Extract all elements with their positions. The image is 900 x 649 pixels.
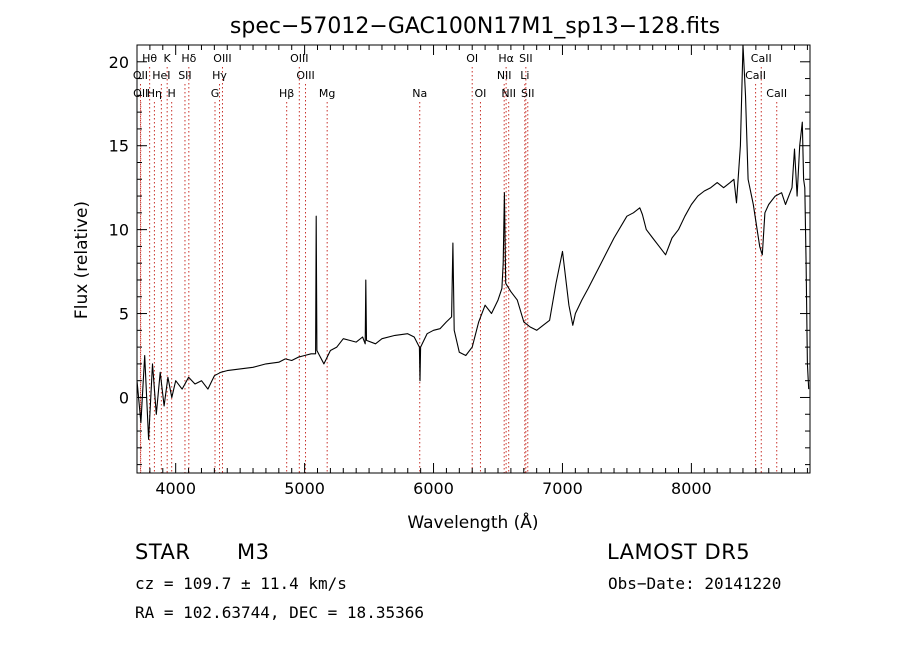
x-tick-label: 4000 [155, 479, 196, 498]
line-marker-label: G [211, 87, 220, 100]
line-marker-label: OII [133, 69, 148, 82]
survey-name: LAMOST DR5 [607, 540, 751, 564]
line-marker-label: HeI [152, 69, 170, 82]
line-marker-label: OIII [213, 52, 231, 65]
line-marker-label: CaII [745, 69, 766, 82]
x-tick-label: 6000 [413, 479, 454, 498]
line-marker-label: Li [520, 69, 529, 82]
y-axis-label: Flux (relative) [72, 201, 92, 319]
redshift-velocity: cz = 109.7 ± 11.4 km/s [135, 574, 347, 593]
line-marker-label: Hβ [279, 87, 294, 100]
line-marker-label: Hθ [142, 52, 157, 65]
object-subclass: M3 [237, 540, 270, 564]
line-marker-label: Na [412, 87, 427, 100]
spectrum-line [136, 44, 810, 440]
chart-title: spec−57012−GAC100N17M1_sp13−128.fits [230, 14, 720, 39]
spectrum-series [136, 44, 810, 440]
line-marker-label: OI [466, 52, 478, 65]
line-marker-label: Hη [147, 87, 162, 100]
x-tick-label: 5000 [284, 479, 325, 498]
y-tick-label: 10 [109, 221, 129, 240]
line-marker-label: Hγ [212, 69, 227, 82]
y-tick-label: 20 [109, 53, 129, 72]
object-class: STAR [135, 540, 191, 564]
line-marker-label: SII [519, 52, 532, 65]
y-tick-label: 15 [109, 137, 129, 156]
x-tick-label: 7000 [542, 479, 583, 498]
line-marker-label: OIII [290, 52, 308, 65]
line-marker-label: NII [501, 87, 516, 100]
line-marker-label: OIII [296, 69, 314, 82]
observation-date: Obs−Date: 20141220 [608, 574, 782, 593]
x-axis-label: Wavelength (Å) [407, 511, 538, 533]
line-marker-label: H [168, 87, 176, 100]
line-marker-label: K [164, 52, 172, 65]
y-tick-label: 5 [119, 305, 129, 324]
x-tick-label: 8000 [671, 479, 712, 498]
line-markers: Hθ K Hδ OIII OIII OI Hα SII CaII OII HeI SII Hγ OIII N… [133, 52, 787, 473]
plot-frame [136, 44, 811, 474]
line-marker-label: Hα [498, 52, 514, 65]
line-marker-label: OI [475, 87, 487, 100]
plot-axes: 4000 5000 6000 7000 8000 0 5 10 15 20 [109, 44, 811, 498]
y-tick-label: 0 [119, 388, 129, 407]
line-marker-label: SII [178, 69, 191, 82]
line-marker-label: NII [497, 69, 512, 82]
line-marker-label: CaII [751, 52, 772, 65]
line-marker-label: CaII [766, 87, 787, 100]
line-marker-label: SII [521, 87, 534, 100]
line-marker-label: Mg [319, 87, 335, 100]
line-marker-label: Hδ [181, 52, 196, 65]
sky-coordinates: RA = 102.63744, DEC = 18.35366 [135, 603, 424, 622]
